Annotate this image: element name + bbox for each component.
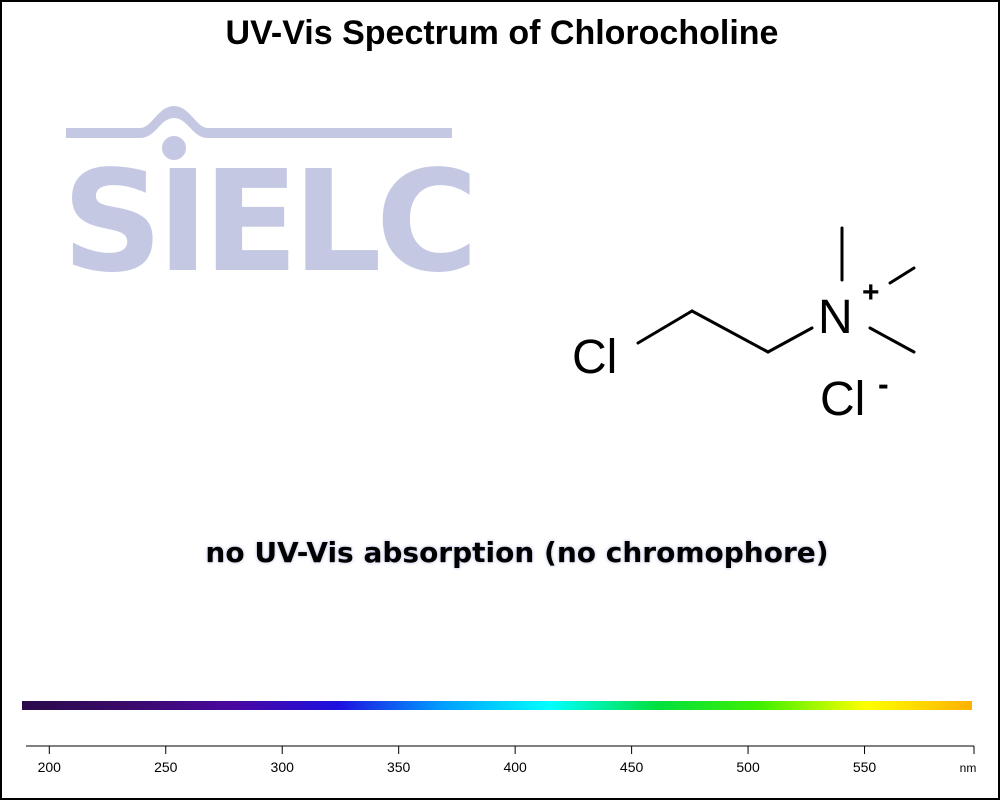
bond-c1-c2 bbox=[690, 309, 770, 354]
x-tick-label: 450 bbox=[620, 759, 644, 775]
bond-n-methyl-down bbox=[868, 326, 916, 354]
chloride-negative-charge: - bbox=[878, 366, 889, 402]
atom-n: N bbox=[818, 291, 853, 344]
bond-c2-n bbox=[766, 326, 814, 354]
bond-n-methyl-right bbox=[888, 266, 916, 285]
bond-cl-c1 bbox=[636, 309, 694, 345]
x-tick-label: 400 bbox=[503, 759, 527, 775]
x-tick-label: 200 bbox=[38, 759, 62, 775]
x-tick-label: 500 bbox=[736, 759, 760, 775]
logo-text: SIELC bbox=[62, 141, 473, 304]
x-tick-label: 300 bbox=[271, 759, 295, 775]
x-tick-label: 550 bbox=[853, 759, 877, 775]
chloride-ion: Cl bbox=[820, 373, 865, 426]
atom-cl: Cl bbox=[572, 331, 617, 384]
n-positive-charge: + bbox=[862, 276, 880, 309]
no-absorption-annotation: no UV-Vis absorption (no chromophore) bbox=[205, 536, 829, 569]
x-tick-label: 350 bbox=[387, 759, 411, 775]
x-tick-label: 250 bbox=[154, 759, 178, 775]
chart-title: UV-Vis Spectrum of Chlorocholine bbox=[225, 14, 779, 52]
wavelength-color-bar bbox=[22, 701, 972, 710]
x-axis-unit: nm bbox=[960, 761, 977, 775]
